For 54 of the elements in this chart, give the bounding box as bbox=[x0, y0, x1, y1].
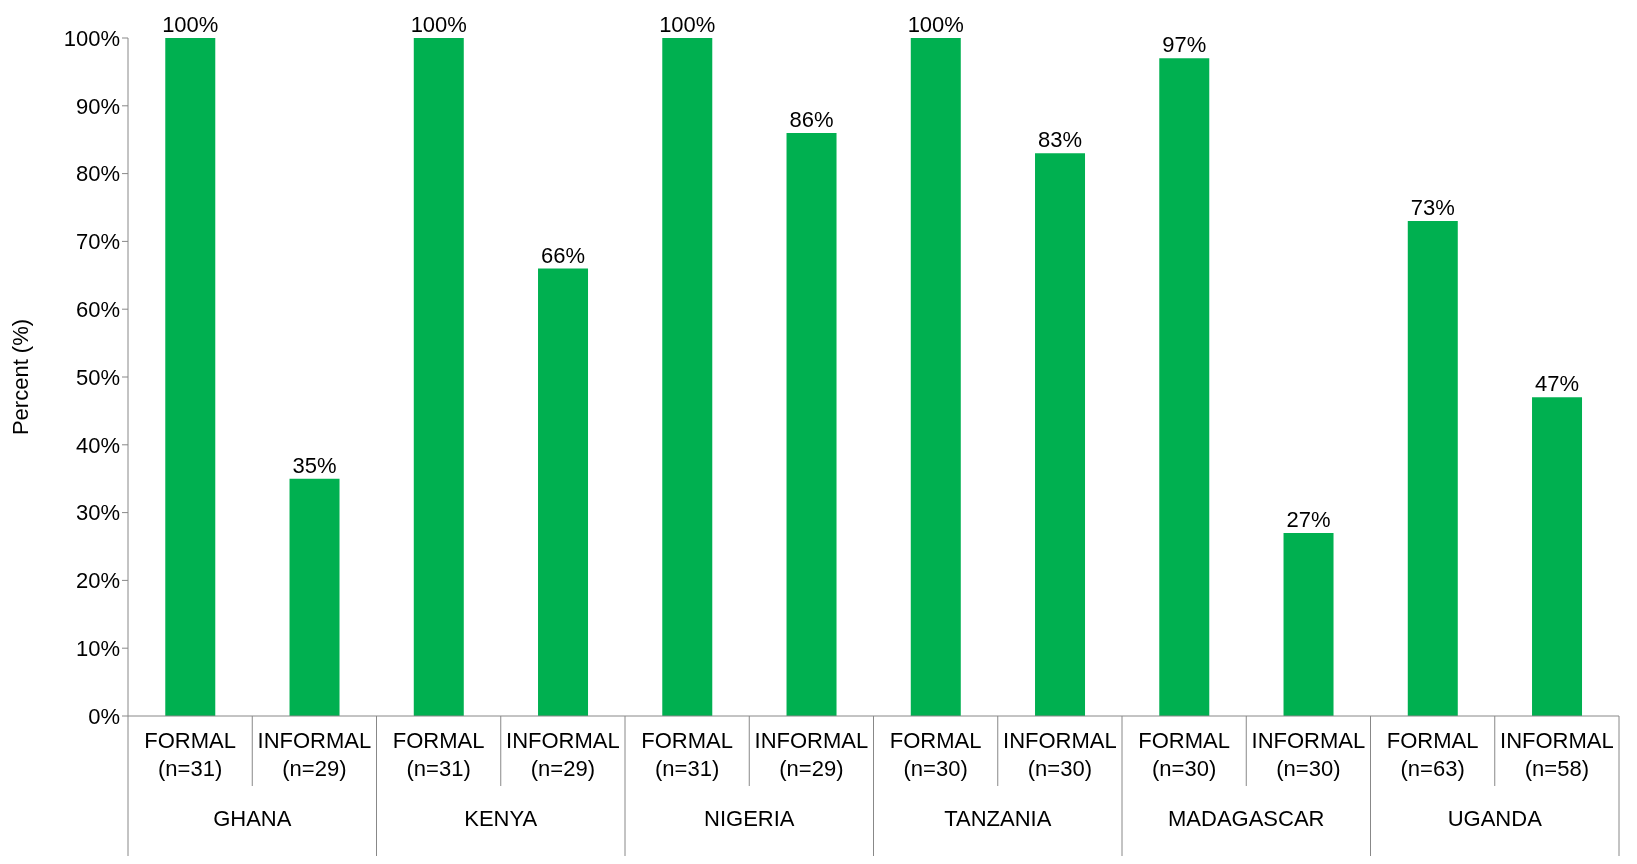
bar bbox=[538, 268, 589, 716]
text: KENYA bbox=[464, 806, 538, 831]
x-tick-label: FORMAL (n=63) bbox=[1386, 728, 1479, 781]
text: NIGERIA bbox=[704, 806, 795, 831]
bar bbox=[413, 38, 464, 716]
bar bbox=[786, 132, 837, 716]
x-tick-label: INFORMAL (n=58) bbox=[1500, 728, 1614, 781]
text: MADAGASCAR bbox=[1168, 806, 1325, 831]
data-label: 83% bbox=[1038, 127, 1083, 153]
data-label: 100% bbox=[410, 12, 467, 37]
data-label: 66% bbox=[541, 242, 586, 268]
y-tick-label: 80% bbox=[75, 161, 120, 187]
y-tick-label: 30% bbox=[75, 500, 120, 526]
y-tick-label: 20% bbox=[75, 568, 120, 594]
x-tick-label: FORMAL (n=30) bbox=[889, 728, 982, 781]
data-label: 27% bbox=[1286, 506, 1331, 532]
x-tick-label: INFORMAL (n=30) bbox=[1003, 728, 1117, 781]
bar bbox=[910, 38, 961, 716]
data-label: 100% bbox=[162, 12, 219, 37]
data-label: 47% bbox=[1535, 371, 1580, 397]
bar bbox=[1159, 58, 1210, 716]
y-tick-label: 50% bbox=[75, 364, 120, 390]
bar bbox=[289, 478, 340, 716]
data-label: 73% bbox=[1410, 195, 1455, 221]
y-tick-label: 90% bbox=[75, 93, 120, 119]
bar bbox=[165, 38, 216, 716]
data-label: 100% bbox=[907, 12, 964, 37]
bar bbox=[662, 38, 713, 716]
y-tick-label: 100% bbox=[63, 25, 120, 51]
x-tick-label: INFORMAL (n=30) bbox=[1251, 728, 1366, 781]
y-tick-label: 70% bbox=[75, 229, 120, 255]
bar bbox=[1035, 153, 1086, 716]
x-tick-label: FORMAL (n=31) bbox=[641, 728, 733, 781]
y-tick-label: 60% bbox=[75, 297, 120, 323]
text: TANZANIA bbox=[944, 806, 1052, 831]
text: GHANA bbox=[213, 806, 292, 831]
text: UGANDA bbox=[1447, 806, 1543, 831]
bar bbox=[1407, 221, 1458, 716]
data-label: 100% bbox=[659, 12, 716, 37]
x-tick-label: INFORMAL (n=29) bbox=[257, 728, 372, 781]
x-tick-label: INFORMAL (n=29) bbox=[754, 728, 869, 781]
bar bbox=[1532, 397, 1583, 716]
data-label: 86% bbox=[789, 106, 834, 132]
y-tick-label: 10% bbox=[75, 636, 120, 662]
y-axis-title: Percent (%) bbox=[7, 318, 33, 436]
bar bbox=[1283, 532, 1334, 716]
x-tick-label: FORMAL (n=30) bbox=[1138, 728, 1230, 781]
y-tick-label: 40% bbox=[75, 432, 120, 458]
x-tick-label: FORMAL (n=31) bbox=[392, 728, 485, 781]
data-label: 35% bbox=[292, 452, 337, 478]
data-label: 97% bbox=[1162, 32, 1207, 58]
y-tick-label: 0% bbox=[88, 703, 120, 729]
x-tick-label: FORMAL (n=31) bbox=[144, 728, 236, 781]
x-tick-label: INFORMAL (n=29) bbox=[506, 728, 620, 781]
